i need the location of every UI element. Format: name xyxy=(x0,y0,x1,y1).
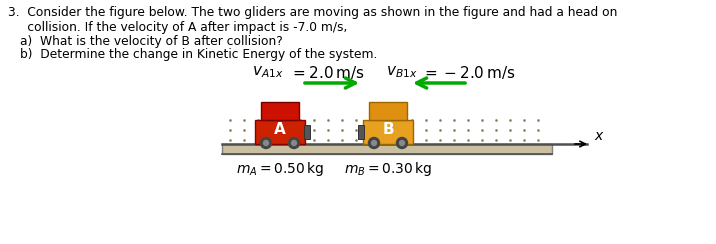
Text: $m_A = 0.50\,\mathrm{kg}$: $m_A = 0.50\,\mathrm{kg}$ xyxy=(236,160,324,178)
Text: b)  Determine the change in Kinetic Energy of the system.: b) Determine the change in Kinetic Energ… xyxy=(20,48,377,61)
Text: a)  What is the velocity of B after collision?: a) What is the velocity of B after colli… xyxy=(20,35,283,48)
Bar xyxy=(255,120,305,144)
Text: collision. If the velocity of A after impact is -7.0 m/s,: collision. If the velocity of A after im… xyxy=(8,21,347,34)
Circle shape xyxy=(400,141,405,145)
Text: 3.  Consider the figure below. The two gliders are moving as shown in the figure: 3. Consider the figure below. The two gl… xyxy=(8,6,617,19)
Bar xyxy=(261,102,299,120)
Circle shape xyxy=(369,138,379,149)
Circle shape xyxy=(397,138,407,149)
Circle shape xyxy=(263,141,268,145)
Bar xyxy=(304,125,310,139)
Circle shape xyxy=(289,138,299,149)
Text: A: A xyxy=(274,122,286,136)
Bar xyxy=(363,120,413,144)
Circle shape xyxy=(372,141,377,145)
Text: $v_{B1x}$: $v_{B1x}$ xyxy=(386,64,417,80)
Circle shape xyxy=(261,138,271,149)
Bar xyxy=(358,125,364,139)
Bar xyxy=(369,102,407,120)
Text: x: x xyxy=(594,129,602,143)
Text: B: B xyxy=(382,122,394,136)
Circle shape xyxy=(291,141,296,145)
Text: $v_{A1x}$: $v_{A1x}$ xyxy=(252,64,284,80)
Text: $= 2.0\,\mathrm{m/s}$: $= 2.0\,\mathrm{m/s}$ xyxy=(290,64,364,81)
Text: $m_B = 0.30\,\mathrm{kg}$: $m_B = 0.30\,\mathrm{kg}$ xyxy=(344,160,432,178)
Text: $= -2.0\,\mathrm{m/s}$: $= -2.0\,\mathrm{m/s}$ xyxy=(422,64,516,81)
Bar xyxy=(222,144,552,154)
